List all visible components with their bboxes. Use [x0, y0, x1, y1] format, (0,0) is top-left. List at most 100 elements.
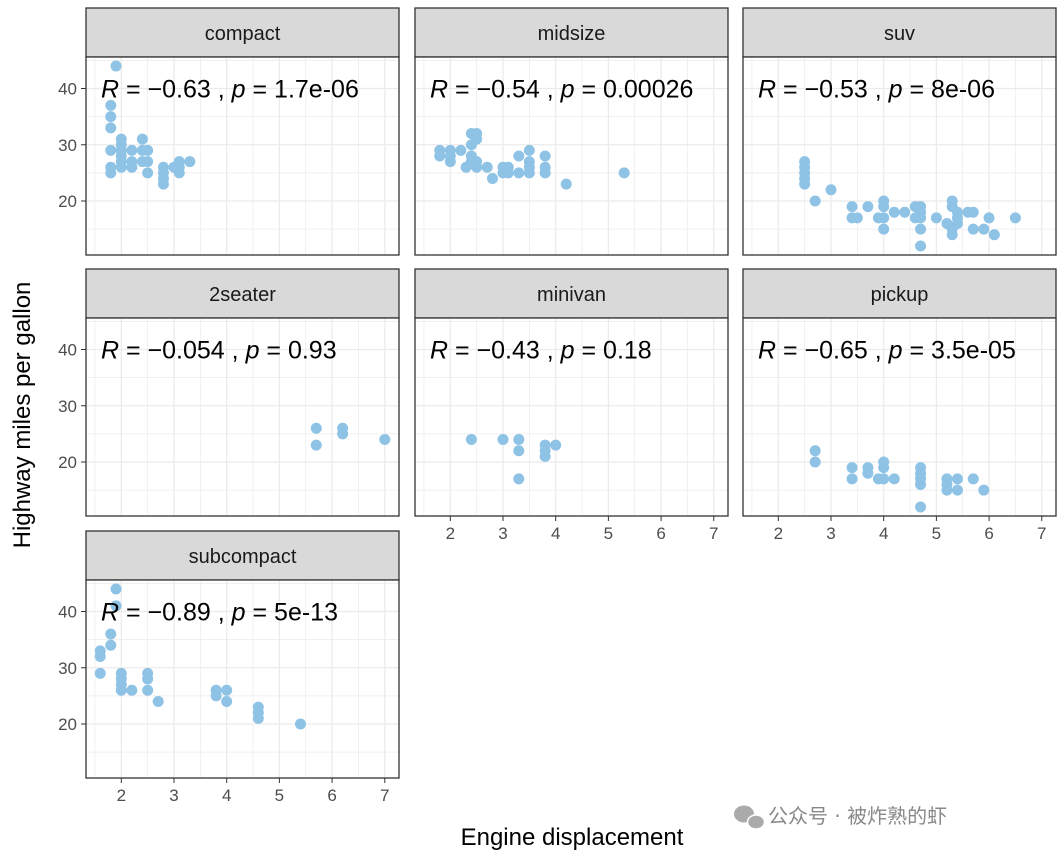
y-tick-label: 30	[58, 136, 77, 155]
p-value: = 0.93	[259, 337, 336, 365]
r-symbol: R	[430, 337, 448, 365]
data-point	[105, 122, 117, 134]
data-point	[444, 150, 456, 162]
facet-strip	[414, 7, 729, 58]
data-point	[465, 434, 477, 445]
p-symbol: p	[888, 337, 903, 365]
data-point	[173, 161, 185, 173]
p-symbol: p	[560, 76, 575, 104]
data-point	[126, 684, 138, 696]
data-point	[983, 212, 995, 224]
p-symbol: p	[888, 76, 903, 104]
data-point	[941, 484, 953, 496]
data-point	[550, 439, 562, 451]
data-point	[978, 223, 990, 235]
data-point	[513, 150, 525, 162]
x-tick-label: 4	[222, 786, 231, 805]
facet-label: 2seater	[209, 284, 276, 306]
data-point	[846, 201, 858, 213]
panel-midsize: midsize R = −0.54 , p = 0.00026	[414, 7, 729, 256]
data-point	[126, 144, 138, 156]
r-symbol: R	[101, 76, 119, 104]
x-tick-label: 7	[1037, 524, 1046, 543]
correlation-annotation: R = −0.89 , p = 5e-13	[101, 599, 338, 627]
data-point	[152, 696, 164, 707]
r-value: = −0.054 ,	[119, 337, 246, 365]
data-point	[513, 434, 525, 445]
data-point	[105, 111, 117, 123]
data-point	[105, 167, 117, 179]
data-point	[221, 684, 233, 696]
data-point	[110, 60, 122, 72]
data-point	[915, 501, 927, 513]
correlation-annotation: R = −0.54 , p = 0.00026	[430, 76, 693, 104]
data-point	[888, 473, 900, 485]
data-point	[142, 684, 154, 696]
data-point	[618, 167, 630, 179]
x-axis-title: Engine displacement	[461, 824, 684, 851]
data-point	[142, 144, 154, 156]
data-point	[252, 712, 264, 724]
data-point	[94, 651, 106, 662]
data-point	[310, 422, 322, 434]
y-tick-label: 40	[58, 341, 77, 360]
data-point	[809, 195, 821, 207]
data-point	[310, 439, 322, 451]
y-tick-label: 40	[58, 603, 77, 622]
data-point	[434, 150, 446, 162]
data-point	[878, 212, 890, 224]
x-tick-label: 2	[774, 524, 783, 543]
y-tick-label: 40	[58, 80, 77, 99]
panel-border	[414, 56, 729, 256]
correlation-annotation: R = −0.054 , p = 0.93	[101, 337, 337, 365]
data-point	[967, 206, 979, 218]
data-point	[497, 434, 509, 445]
data-point	[915, 206, 927, 218]
p-symbol: p	[245, 337, 260, 365]
panel-background	[86, 580, 399, 778]
y-tick-label: 20	[58, 453, 77, 472]
p-symbol: p	[560, 337, 575, 365]
panel-background	[86, 318, 399, 516]
data-point	[136, 156, 148, 168]
p-value: = 5e-13	[246, 599, 338, 627]
data-point	[142, 673, 154, 685]
r-value: = −0.54 ,	[448, 76, 561, 104]
panel-border	[414, 317, 729, 517]
correlation-annotation: R = −0.63 , p = 1.7e-06	[101, 76, 359, 104]
data-point	[878, 223, 890, 235]
data-point	[946, 229, 958, 241]
x-tick-label: 3	[826, 524, 835, 543]
data-point	[105, 99, 117, 111]
data-point	[157, 173, 169, 184]
panel-background	[86, 57, 399, 255]
data-point	[851, 212, 863, 224]
data-point	[105, 628, 117, 640]
data-point	[455, 144, 467, 156]
data-point	[988, 229, 1000, 241]
x-tick-label: 4	[879, 524, 888, 543]
correlation-annotation: R = −0.53 , p = 8e-06	[758, 76, 995, 104]
data-point	[294, 718, 306, 730]
data-point	[513, 167, 525, 179]
data-point	[799, 178, 811, 190]
facet-label: compact	[205, 23, 281, 45]
x-tick-label: 2	[117, 786, 126, 805]
data-point	[978, 484, 990, 496]
data-point	[471, 128, 483, 139]
panel-border	[742, 317, 1057, 517]
data-point	[951, 484, 963, 496]
panel-background	[743, 57, 1056, 255]
r-symbol: R	[758, 76, 776, 104]
correlation-annotation: R = −0.43 , p = 0.18	[430, 337, 652, 365]
x-tick-label: 6	[327, 786, 336, 805]
data-point	[115, 144, 127, 156]
p-value: = 0.00026	[575, 76, 694, 104]
data-point	[899, 206, 911, 218]
r-value: = −0.63 ,	[119, 76, 232, 104]
x-tick-label: 4	[551, 524, 560, 543]
data-point	[210, 690, 222, 702]
facet-strip	[414, 268, 729, 319]
data-point	[967, 223, 979, 235]
data-point	[560, 178, 572, 190]
